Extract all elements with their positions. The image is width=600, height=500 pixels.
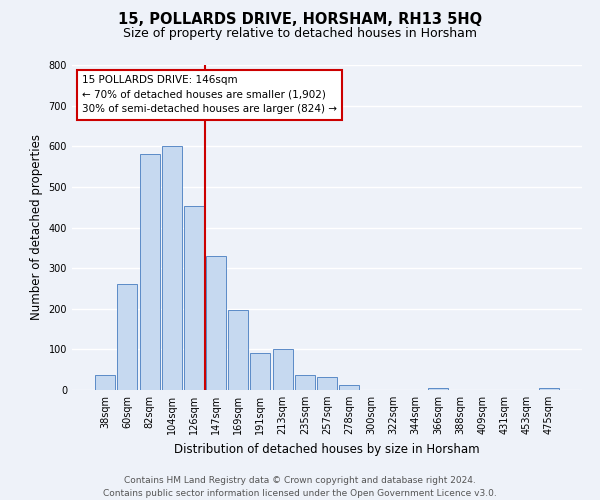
Bar: [295, 374, 315, 390]
Bar: [539, 388, 559, 390]
Text: 15, POLLARDS DRIVE, HORSHAM, RH13 5HQ: 15, POLLARDS DRIVE, HORSHAM, RH13 5HQ: [118, 12, 482, 28]
X-axis label: Distribution of detached houses by size in Horsham: Distribution of detached houses by size …: [174, 442, 480, 456]
Bar: [140, 154, 160, 390]
Bar: [206, 256, 226, 390]
Bar: [162, 146, 182, 390]
Bar: [272, 350, 293, 390]
Bar: [428, 388, 448, 390]
Bar: [118, 284, 137, 390]
Bar: [228, 310, 248, 390]
Y-axis label: Number of detached properties: Number of detached properties: [30, 134, 43, 320]
Text: 15 POLLARDS DRIVE: 146sqm
← 70% of detached houses are smaller (1,902)
30% of se: 15 POLLARDS DRIVE: 146sqm ← 70% of detac…: [82, 74, 337, 114]
Bar: [184, 206, 204, 390]
Text: Contains HM Land Registry data © Crown copyright and database right 2024.
Contai: Contains HM Land Registry data © Crown c…: [103, 476, 497, 498]
Bar: [317, 377, 337, 390]
Bar: [250, 353, 271, 390]
Bar: [95, 374, 115, 390]
Text: Size of property relative to detached houses in Horsham: Size of property relative to detached ho…: [123, 28, 477, 40]
Bar: [339, 385, 359, 390]
